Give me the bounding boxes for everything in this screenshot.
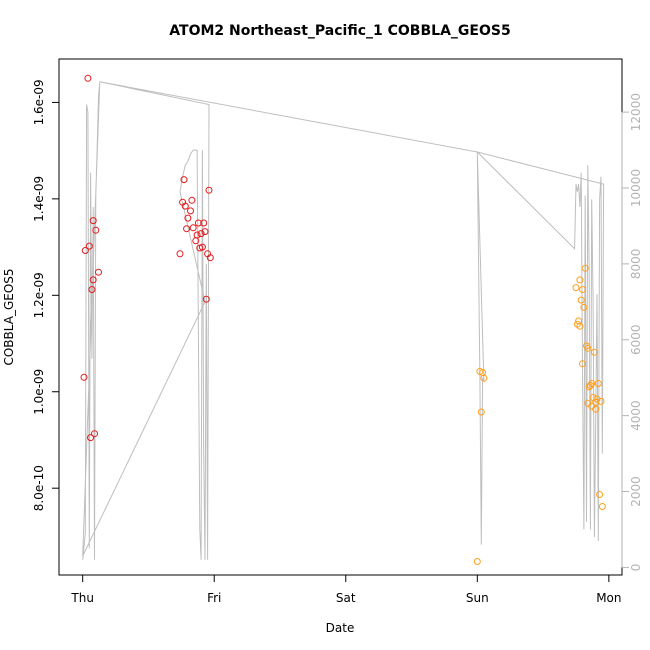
data-point bbox=[581, 264, 589, 272]
data-point bbox=[176, 250, 184, 258]
data-point bbox=[576, 322, 584, 330]
y-right-tick-label: 0 bbox=[629, 564, 643, 572]
data-point bbox=[194, 219, 202, 227]
data-point bbox=[477, 408, 485, 416]
data-point bbox=[198, 243, 206, 251]
data-point bbox=[206, 254, 214, 262]
x-tick-label: Sun bbox=[466, 591, 489, 605]
y-right-tick-label: 6000 bbox=[629, 324, 643, 355]
data-point bbox=[579, 360, 586, 368]
data-point bbox=[592, 398, 600, 406]
data-point bbox=[95, 268, 102, 276]
data-point bbox=[586, 382, 594, 389]
data-point bbox=[201, 228, 209, 236]
data-point bbox=[85, 242, 93, 250]
data-point bbox=[92, 226, 100, 234]
y-right-tick-label: 4000 bbox=[629, 400, 643, 431]
data-point bbox=[188, 196, 196, 204]
data-point bbox=[183, 225, 191, 233]
data-point bbox=[579, 286, 586, 293]
y-axis-title: COBBLA_GEOS5 bbox=[2, 268, 16, 365]
x-axis-title: Date bbox=[326, 621, 355, 635]
data-point bbox=[91, 430, 98, 438]
data-point bbox=[181, 202, 189, 210]
y-right-tick-label: 2000 bbox=[629, 476, 643, 507]
data-point bbox=[594, 380, 602, 387]
plot-frame bbox=[58, 58, 623, 576]
data-point bbox=[577, 296, 585, 304]
plot-area: Thu Fri Sat Sun Mon 8.0e-10 1.0e-09 1.2e-09 1.4e… bbox=[32, 58, 643, 605]
y-left-tick-label: 1.2e-09 bbox=[32, 272, 46, 318]
y-right-tick-label: 12000 bbox=[629, 93, 643, 131]
data-point bbox=[200, 219, 208, 227]
x-tick-label: Sat bbox=[336, 591, 356, 605]
y-left-tick-label: 1.4e-09 bbox=[32, 176, 46, 222]
y-right-tick-label: 8000 bbox=[629, 249, 643, 280]
data-point bbox=[180, 176, 188, 184]
data-point bbox=[480, 374, 488, 382]
altitude-series-line bbox=[82, 81, 605, 560]
data-point bbox=[89, 217, 97, 225]
y-left-tick-label: 1.6e-09 bbox=[32, 79, 46, 125]
y-left-tick-label: 8.0e-10 bbox=[32, 465, 46, 511]
data-point bbox=[87, 434, 95, 442]
data-point bbox=[205, 186, 213, 194]
data-point bbox=[184, 214, 192, 222]
data-point bbox=[80, 373, 88, 381]
data-point bbox=[590, 348, 598, 356]
data-point bbox=[84, 74, 92, 82]
data-point bbox=[576, 276, 584, 284]
data-point bbox=[197, 230, 205, 238]
x-tick-label: Mon bbox=[596, 591, 621, 605]
data-point bbox=[572, 284, 580, 292]
data-point bbox=[189, 224, 197, 232]
data-point bbox=[202, 295, 210, 303]
x-tick-label: Thu bbox=[70, 591, 94, 605]
data-point bbox=[473, 558, 481, 565]
data-point bbox=[596, 491, 604, 498]
x-tick-label: Fri bbox=[207, 591, 221, 605]
data-point bbox=[81, 247, 89, 254]
data-point bbox=[580, 303, 588, 311]
data-point bbox=[588, 380, 596, 387]
data-point bbox=[89, 276, 97, 284]
data-point bbox=[592, 405, 600, 413]
data-point bbox=[584, 344, 592, 352]
data-point bbox=[88, 286, 96, 293]
data-point bbox=[187, 207, 194, 215]
data-point bbox=[193, 231, 201, 239]
data-point bbox=[598, 503, 606, 510]
y-right-tick-label: 10000 bbox=[629, 169, 643, 207]
y-left-tick-label: 1.0e-09 bbox=[32, 369, 46, 415]
chart-title: ATOM2 Northeast_Pacific_1 COBBLA_GEOS5 bbox=[169, 23, 510, 39]
data-point bbox=[597, 397, 605, 405]
